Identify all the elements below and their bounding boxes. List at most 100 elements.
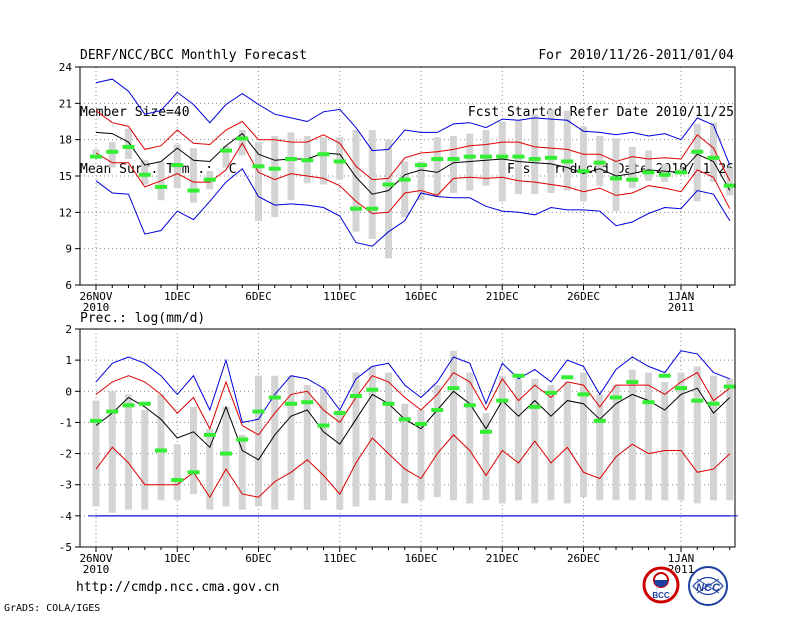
prec-median-mark bbox=[285, 401, 297, 406]
prec-median-mark bbox=[382, 401, 395, 406]
temp-xtick-label: 1DEC bbox=[164, 290, 191, 303]
prec-lower-line bbox=[95, 434, 731, 499]
prec-ytick-label: -5 bbox=[59, 541, 72, 554]
temp-lower-line bbox=[95, 142, 731, 215]
temp-median-mark bbox=[675, 170, 687, 175]
temp-box bbox=[498, 121, 506, 202]
temp-xtick-label: 21DEC bbox=[486, 290, 519, 303]
temp-box bbox=[222, 145, 230, 168]
prec-box bbox=[645, 372, 652, 501]
temp-xtick-label: 1JAN bbox=[668, 290, 695, 303]
temp-box bbox=[108, 142, 116, 168]
temp-box bbox=[531, 114, 539, 195]
prec-median-mark bbox=[268, 395, 281, 400]
temp-box bbox=[92, 149, 100, 155]
prec-median-mark bbox=[236, 437, 249, 442]
prec-median-mark bbox=[528, 404, 541, 409]
prec-box bbox=[206, 428, 214, 510]
temp-ytick-label: 6 bbox=[65, 279, 72, 292]
grads-credit: GrADS: COLA/IGES bbox=[4, 603, 101, 614]
temp-box bbox=[450, 136, 457, 193]
temp-box bbox=[628, 146, 636, 189]
prec-box bbox=[222, 406, 230, 507]
temp-median-mark bbox=[577, 169, 590, 174]
temp-median-mark bbox=[415, 163, 427, 168]
temp-median-mark bbox=[106, 149, 119, 154]
prec-median-mark bbox=[675, 386, 687, 391]
ncc-logo-text: NCC bbox=[696, 582, 721, 594]
prec-box bbox=[726, 378, 734, 501]
prec-xtick-label: 1JAN bbox=[668, 552, 695, 565]
prec-frame bbox=[79, 328, 736, 548]
prec-median-mark bbox=[512, 373, 525, 378]
prec-xtick-label: 1DEC bbox=[164, 552, 191, 565]
prec-box bbox=[417, 409, 425, 501]
prec-box bbox=[238, 434, 246, 510]
temp-median-mark bbox=[642, 170, 655, 175]
header-period: For 2010/11/26-2011/01/04 bbox=[538, 48, 734, 63]
prec-xtick-label: 21DEC bbox=[486, 552, 519, 565]
temp-min-line bbox=[95, 167, 731, 247]
prec-box bbox=[693, 366, 701, 504]
prec-box bbox=[401, 403, 409, 504]
prec-xtick-label: 11DEC bbox=[323, 552, 356, 565]
prec-median-mark bbox=[545, 390, 557, 395]
temp-box bbox=[368, 129, 376, 239]
prec-box bbox=[628, 369, 636, 501]
temp-box bbox=[563, 110, 571, 191]
prec-median-mark bbox=[106, 409, 119, 414]
temp-box bbox=[693, 123, 701, 202]
temp-median-mark bbox=[203, 177, 216, 182]
temp-median-mark bbox=[691, 149, 704, 154]
prec-box bbox=[515, 378, 522, 501]
prec-median-mark bbox=[431, 407, 444, 412]
temp-median-mark bbox=[252, 164, 265, 169]
temp-median-mark bbox=[545, 155, 557, 160]
temp-median-mark bbox=[333, 159, 346, 164]
prec-median-mark bbox=[642, 400, 655, 405]
temp-median-mark bbox=[382, 182, 395, 187]
temp-ytick-label: 18 bbox=[59, 134, 72, 147]
temp-upper-line bbox=[95, 110, 731, 182]
prec-median-mark bbox=[350, 393, 362, 398]
temp-box bbox=[255, 142, 262, 221]
prec-box bbox=[580, 372, 587, 498]
temp-ytick-label: 12 bbox=[59, 206, 72, 219]
temp-xtick-label: 26NOV bbox=[79, 290, 112, 303]
source-url[interactable]: http://cmdp.ncc.cma.gov.cn bbox=[76, 580, 280, 595]
temp-max-line bbox=[95, 78, 731, 166]
prec-box bbox=[157, 394, 165, 501]
prec-median-mark bbox=[723, 384, 736, 389]
temp-median-mark bbox=[220, 148, 232, 153]
prec-median-mark bbox=[447, 386, 460, 391]
prec-median-mark bbox=[155, 448, 167, 453]
prec-median-mark bbox=[333, 411, 346, 416]
prec-xtick-label: 16DEC bbox=[404, 552, 437, 565]
temp-ytick-label: 15 bbox=[59, 170, 72, 183]
temp-box bbox=[547, 109, 555, 193]
prec-box bbox=[385, 372, 392, 501]
temp-median-mark bbox=[447, 157, 460, 162]
temp-box bbox=[287, 132, 295, 201]
temp-box bbox=[271, 136, 279, 218]
prec-median-mark bbox=[122, 403, 135, 408]
prec-box bbox=[92, 400, 100, 507]
prec-max-line bbox=[95, 350, 730, 423]
prec-box bbox=[125, 394, 132, 510]
temp-box bbox=[385, 139, 392, 259]
temp-box bbox=[190, 148, 197, 203]
prec-median-mark bbox=[593, 418, 606, 423]
prec-ytick-label: -4 bbox=[59, 510, 73, 523]
prec-box bbox=[450, 350, 457, 501]
prec-title: Prec.: log(mm/d) bbox=[80, 311, 205, 326]
prec-median-mark bbox=[480, 429, 492, 434]
temp-xtick-label: 26DEC bbox=[567, 290, 600, 303]
temp-median-mark bbox=[171, 163, 184, 168]
temp-median-mark bbox=[561, 159, 574, 164]
prec-median-mark bbox=[707, 401, 720, 406]
prec-median-mark bbox=[317, 423, 330, 428]
bcc-logo-text: BCC bbox=[652, 591, 670, 600]
prec-median-mark bbox=[626, 379, 639, 384]
temp-box bbox=[125, 128, 132, 160]
prec-ytick-label: 0 bbox=[65, 385, 72, 398]
